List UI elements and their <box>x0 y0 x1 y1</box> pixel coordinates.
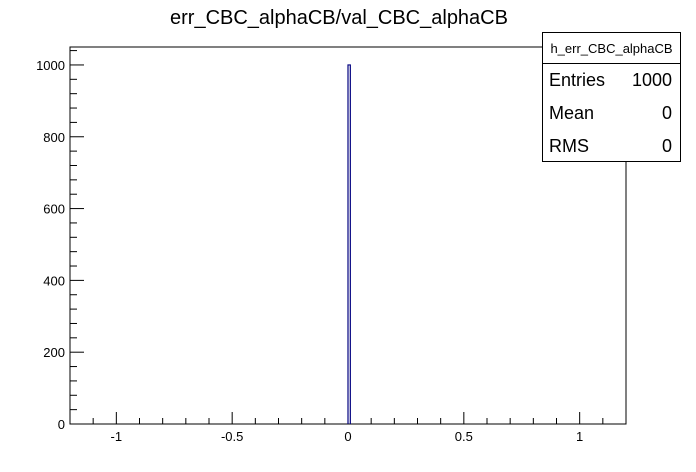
stats-entries-label: Entries <box>549 70 606 90</box>
y-tick-label: 0 <box>58 417 65 432</box>
histogram-bars <box>347 64 351 424</box>
stats-box-title: h_err_CBC_alphaCB <box>543 33 680 64</box>
stats-rms-label: RMS <box>549 136 589 156</box>
y-tick-label: 1000 <box>36 58 65 73</box>
stats-row-mean: Mean 0 <box>543 97 680 130</box>
x-tick-label: 1 <box>576 429 583 444</box>
stats-mean-label: Mean <box>549 103 595 123</box>
x-tick-label: -1 <box>111 429 123 444</box>
y-tick-label: 400 <box>43 273 65 288</box>
x-axis: -1 -0.5 0 0.5 1 <box>69 412 627 444</box>
histogram-bin <box>347 64 351 424</box>
stats-row-rms: RMS 0 <box>543 130 680 163</box>
y-tick-label: 200 <box>43 345 65 360</box>
x-tick-label: 0 <box>344 429 351 444</box>
stats-box: h_err_CBC_alphaCB Entries 1000 Mean 0 RM… <box>542 32 681 162</box>
x-tick-label: 0.5 <box>455 429 473 444</box>
stats-row-entries: Entries 1000 <box>543 64 680 97</box>
stats-mean-value: 0 <box>661 103 672 123</box>
y-axis: 0 200 400 600 800 1000 <box>36 50 84 432</box>
x-tick-label: -0.5 <box>221 429 243 444</box>
y-tick-label: 600 <box>43 202 65 217</box>
stats-entries-value: 1000 <box>631 70 672 90</box>
y-tick-label: 800 <box>43 130 65 145</box>
chart-title: err_CBC_alphaCB/val_CBC_alphaCB <box>170 7 508 29</box>
stats-rms-value: 0 <box>661 136 672 156</box>
